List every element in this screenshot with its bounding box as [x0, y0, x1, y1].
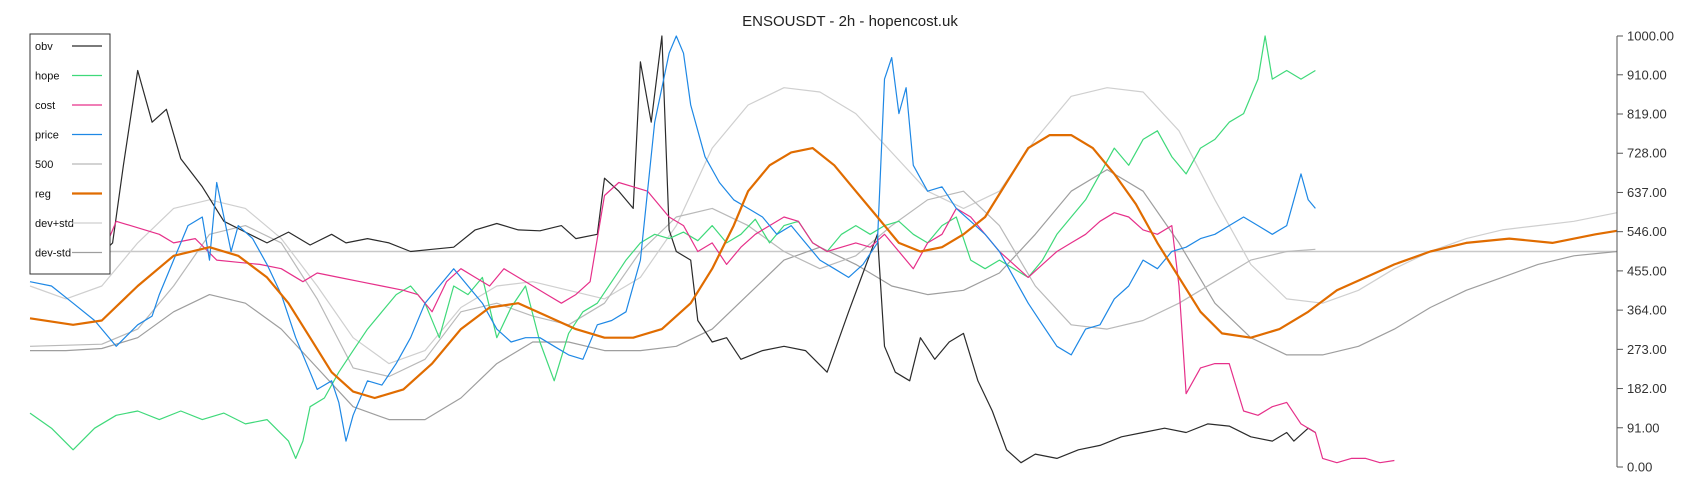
series-line-dev-std [29, 87, 1618, 365]
legend: obv hope cost price 500 reg dev+std dev-std [29, 33, 111, 275]
series-line-price [29, 35, 1316, 442]
y-tick-label: 819.00 [1627, 107, 1667, 122]
series-line-obv [29, 35, 1316, 464]
y-axis: 0.00 91.00 182.00 273.00 364.00 455.00 546.00 6… [1616, 29, 1674, 475]
legend-label: reg [35, 189, 51, 201]
series-line-cost [29, 59, 1395, 464]
series-line-hope [29, 35, 1316, 459]
y-tick-label: 637.00 [1627, 185, 1667, 200]
legend-label: dev+std [35, 218, 74, 230]
y-tick-label: 910.00 [1627, 67, 1667, 82]
series-layer [29, 35, 1618, 464]
series-line-dev-std [30, 169, 1618, 421]
y-tick-label: 91.00 [1627, 420, 1660, 435]
y-tick-label: 1000.00 [1627, 29, 1674, 44]
series-line-500 [29, 190, 1316, 378]
chart-title: ENSOUSDT - 2h - hopencost.uk [742, 13, 958, 30]
legend-box [29, 33, 111, 275]
series-line-reg [29, 134, 1618, 400]
legend-label: obv [35, 41, 53, 53]
y-tick-label: 273.00 [1627, 342, 1667, 357]
legend-label: dev-std [35, 248, 71, 260]
legend-label: price [35, 130, 59, 142]
y-tick-label: 455.00 [1627, 263, 1667, 278]
y-tick-label: 728.00 [1627, 146, 1667, 161]
y-tick-label: 364.00 [1627, 303, 1667, 318]
y-tick-label: 182.00 [1627, 381, 1667, 396]
legend-label: cost [35, 100, 55, 112]
legend-label: hope [35, 71, 59, 83]
y-tick-label: 0.00 [1627, 460, 1652, 475]
y-tick-label: 546.00 [1627, 224, 1667, 239]
legend-label: 500 [35, 159, 53, 171]
